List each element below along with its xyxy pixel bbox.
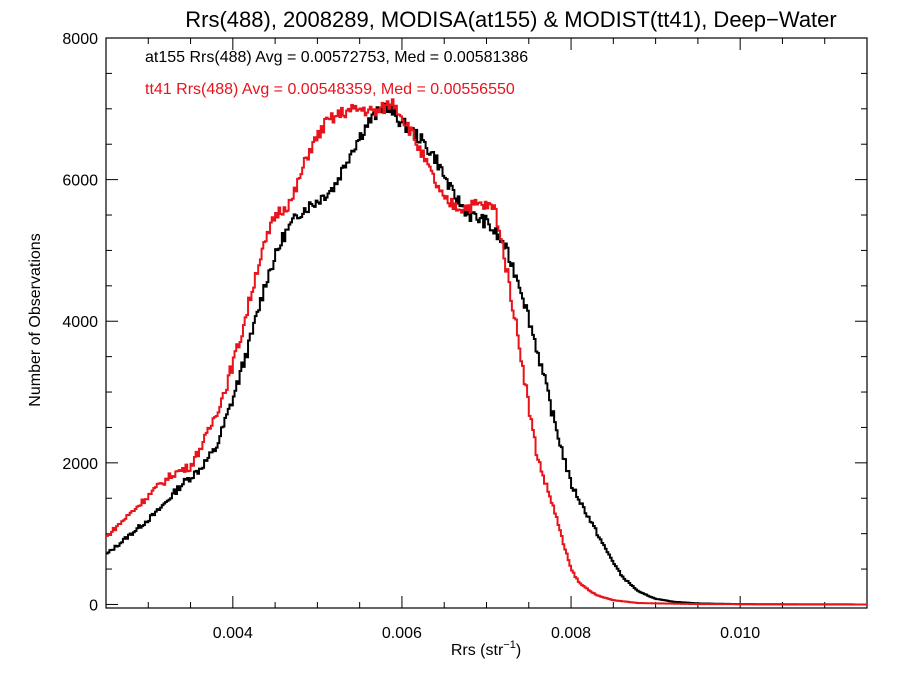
x-axis-label: Rrs (str−1) bbox=[451, 639, 521, 659]
x-tick-label: 0.010 bbox=[720, 625, 760, 642]
y-tick-label: 0 bbox=[89, 597, 98, 614]
axis-ticks: 0.004 0.006 0.008 0.010 0 2000 4000 6000 8000 bbox=[62, 31, 868, 642]
y-tick-label: 4000 bbox=[62, 314, 98, 331]
x-axis-label-superscript: −1 bbox=[503, 639, 516, 651]
series-line-0 bbox=[106, 102, 867, 606]
series-line-1 bbox=[106, 98, 867, 606]
annotation-at155: at155 Rrs(488) Avg = 0.00572753, Med = 0… bbox=[145, 49, 528, 66]
y-tick-label: 6000 bbox=[62, 173, 98, 190]
annotation-tt41: tt41 Rrs(488) Avg = 0.00548359, Med = 0.… bbox=[145, 81, 515, 98]
x-tick-label: 0.006 bbox=[382, 625, 422, 642]
y-tick-label: 2000 bbox=[62, 456, 98, 473]
y-axis-label: Number of Observations bbox=[27, 233, 44, 406]
series-group bbox=[106, 98, 867, 606]
x-tick-label: 0.004 bbox=[213, 625, 253, 642]
chart-title: Rrs(488), 2008289, MODISA(at155) & MODIS… bbox=[185, 7, 836, 32]
y-tick-label: 8000 bbox=[62, 31, 98, 48]
x-axis-label-end: ) bbox=[516, 642, 521, 659]
plot-frame bbox=[105, 37, 868, 609]
x-tick-label: 0.008 bbox=[551, 625, 591, 642]
x-axis-label-main: Rrs (str bbox=[451, 642, 504, 659]
